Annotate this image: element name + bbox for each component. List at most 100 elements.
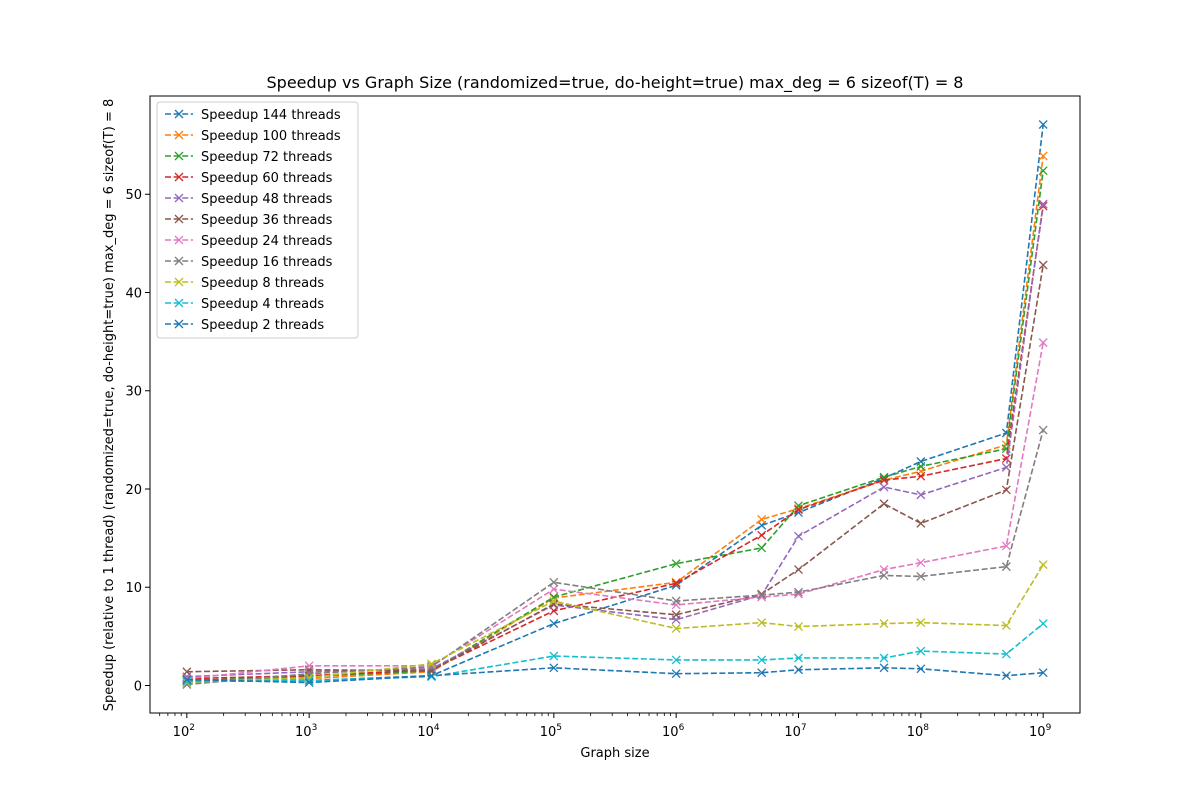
legend-label: Speedup 60 threads <box>201 171 333 186</box>
data-point-marker <box>304 676 314 686</box>
legend-entry: Speedup 8 threads <box>165 276 324 291</box>
data-point-marker <box>671 559 681 569</box>
series-group <box>182 560 1048 688</box>
legend-entry: Speedup 16 threads <box>165 255 333 270</box>
series-group <box>182 663 1048 688</box>
data-point-marker <box>1001 649 1011 659</box>
x-tick-exponent: 6 <box>679 723 685 733</box>
data-point-marker <box>427 659 436 669</box>
x-tick-base: 10 <box>907 725 924 740</box>
x-tick-label: 107 <box>784 723 806 740</box>
x-tick-label: 102 <box>173 723 195 740</box>
data-point-marker <box>549 599 559 609</box>
y-axis-label: Speedup (relative to 1 thread) (randomiz… <box>102 99 117 712</box>
data-point-marker <box>794 565 803 575</box>
x-tick-exponent: 7 <box>801 723 807 733</box>
x-tick-label: 106 <box>662 723 685 740</box>
legend-swatch-marker <box>174 277 184 287</box>
x-axis-ticks: 102 103 104 105 106 107 108 109 <box>159 713 1052 740</box>
legend-entry: Speedup 4 threads <box>165 297 324 312</box>
x-tick-exponent: 4 <box>434 723 440 733</box>
data-point-marker <box>916 664 926 674</box>
data-point-marker <box>879 653 889 663</box>
x-tick-exponent: 8 <box>923 723 929 733</box>
data-point-marker <box>916 490 926 500</box>
data-point-marker <box>671 610 681 620</box>
x-tick-label: 109 <box>1029 723 1052 740</box>
data-point-marker <box>757 514 767 524</box>
legend-swatch-marker <box>174 214 184 224</box>
legend-entry: Speedup 48 threads <box>165 192 333 207</box>
y-tick-label: 0 <box>134 679 142 694</box>
data-point-marker <box>916 618 926 628</box>
data-point-marker <box>757 618 767 628</box>
y-axis-ticks: 0 10 20 30 40 50 <box>125 188 150 694</box>
legend-swatch-marker <box>174 256 184 266</box>
x-tick-label: 108 <box>907 723 930 740</box>
data-point-marker <box>671 624 681 633</box>
legend-label: Speedup 36 threads <box>201 213 333 228</box>
x-tick-label: 104 <box>417 723 440 740</box>
data-point-marker <box>879 619 889 629</box>
legend-label: Speedup 16 threads <box>201 255 333 270</box>
x-tick-exponent: 3 <box>312 723 318 733</box>
data-point-marker <box>879 570 889 580</box>
data-point-marker <box>794 589 803 599</box>
legend-label: Speedup 48 threads <box>201 192 333 207</box>
data-point-marker <box>427 672 436 682</box>
x-tick-label: 105 <box>540 723 562 740</box>
legend-label: Speedup 24 threads <box>201 234 333 249</box>
x-tick-base: 10 <box>417 725 434 740</box>
data-point-marker <box>757 530 767 540</box>
data-point-marker <box>1038 668 1048 678</box>
legend-entry: Speedup 24 threads <box>165 234 333 249</box>
data-point-marker <box>671 600 681 610</box>
x-tick-base: 10 <box>540 725 557 740</box>
data-point-marker <box>879 499 889 509</box>
data-point-marker <box>1038 151 1048 161</box>
legend-entry: Speedup 144 threads <box>165 108 341 123</box>
data-point-marker <box>1001 621 1011 631</box>
data-point-marker <box>794 587 803 597</box>
legend-entry: Speedup 100 threads <box>165 129 341 144</box>
data-point-marker <box>916 571 926 581</box>
y-tick-label: 20 <box>125 483 142 498</box>
data-point-marker <box>1001 462 1011 472</box>
data-point-marker <box>757 668 767 678</box>
data-point-marker <box>1038 560 1048 570</box>
data-point-marker <box>794 531 803 541</box>
legend-label: Speedup 8 threads <box>201 276 324 291</box>
legend-swatch-marker <box>174 130 184 140</box>
data-point-marker <box>304 665 314 675</box>
legend-swatch-marker <box>174 298 184 308</box>
data-point-marker <box>549 584 559 594</box>
data-point-marker <box>794 505 803 515</box>
x-tick-exponent: 9 <box>1046 723 1052 733</box>
legend-entry: Speedup 72 threads <box>165 150 333 165</box>
series-line <box>186 155 1044 682</box>
y-tick-label: 40 <box>125 286 142 301</box>
legend-label: Speedup 144 threads <box>201 108 341 123</box>
legend-swatch-marker <box>174 172 184 182</box>
data-point-marker <box>182 675 192 685</box>
data-point-marker <box>304 661 314 671</box>
x-tick-base: 10 <box>662 725 679 740</box>
legend-swatch-marker <box>174 193 184 203</box>
series-group <box>182 619 1048 687</box>
legend-swatch-marker <box>174 109 184 119</box>
x-axis-label: Graph size <box>580 746 649 761</box>
legend: Speedup 144 threads Speedup 100 threads Sp… <box>156 101 359 339</box>
x-tick-base: 10 <box>295 725 312 740</box>
data-point-marker <box>757 655 767 665</box>
data-point-marker <box>1038 338 1048 348</box>
data-point-marker <box>757 543 767 553</box>
data-point-marker <box>794 622 803 632</box>
data-point-marker <box>794 665 803 675</box>
x-tick-exponent: 5 <box>556 723 562 733</box>
legend-entry: Speedup 36 threads <box>165 213 333 228</box>
legend-label: Speedup 2 threads <box>201 318 324 333</box>
plot-series <box>182 120 1048 689</box>
data-point-marker <box>671 669 681 679</box>
data-point-marker <box>671 655 681 665</box>
